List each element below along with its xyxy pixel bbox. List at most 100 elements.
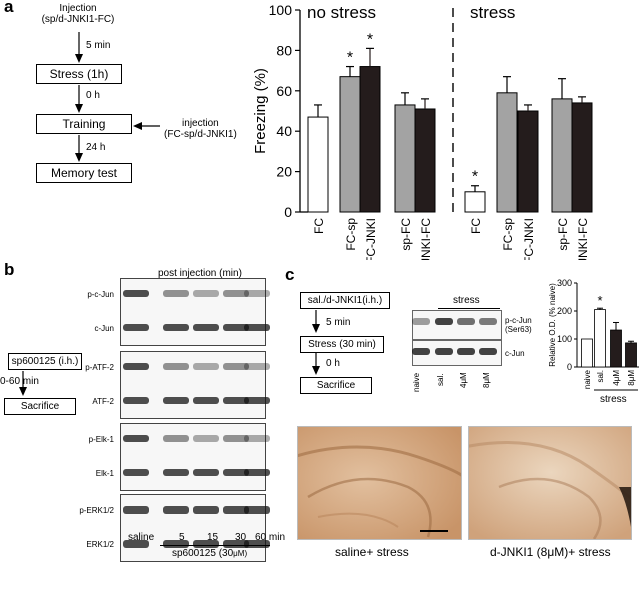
blot-band — [244, 324, 270, 331]
c-x-tick-label: 4μM — [612, 370, 621, 386]
blot-label: ATF-2 — [92, 397, 114, 406]
y-axis-label: Freezing (%) — [252, 68, 269, 154]
c-y-tick-label: 0 — [567, 362, 572, 372]
y-tick-label: 60 — [276, 83, 292, 99]
flow-a-t2: 0 h — [86, 90, 100, 101]
blot-band — [123, 540, 149, 548]
flow-c-stress-box: Stress (30 min) — [300, 336, 384, 353]
treatment-unit: μM) — [233, 549, 248, 558]
group-label-stress: stress — [470, 3, 515, 22]
flow-a-training-text: Training — [62, 117, 106, 131]
flow-a-stress-box: Stress (1h) — [36, 64, 122, 84]
c-x-tick-label: 8μM — [627, 370, 636, 386]
lane-label-30: 30 — [235, 532, 247, 543]
c-y-tick-label: 300 — [557, 278, 572, 288]
c-x-tick-label: sal. — [596, 370, 605, 382]
blot-c-band — [412, 348, 430, 355]
blot-band — [193, 363, 219, 370]
c-bar — [581, 338, 593, 368]
blot-band — [244, 506, 270, 514]
flow-a-side-injection-text: injection — [182, 118, 219, 129]
significance-mark: * — [367, 31, 373, 48]
blot-group — [120, 494, 266, 562]
flow-a-t1: 5 min — [86, 40, 111, 51]
panel-a-label: a — [4, 0, 14, 16]
blot-c-band — [479, 318, 497, 325]
blot-group — [120, 423, 266, 491]
micrograph-saline — [297, 426, 462, 540]
blot-band — [223, 324, 249, 331]
blot-label: Elk-1 — [95, 469, 114, 478]
flow-a-memory-box: Memory test — [36, 163, 132, 183]
significance-mark: * — [472, 169, 478, 186]
x-tick-label: FC-JNKI — [364, 218, 378, 260]
blot-c-band — [457, 318, 475, 325]
blot-band — [123, 469, 149, 476]
lane-label-saline: saline — [128, 532, 155, 543]
blot-band — [163, 506, 189, 514]
flow-b-drug-box: sp600125 (i.h.) — [8, 353, 82, 370]
flow-a-side-injection-sub: (FC-sp/d-JNKI1) — [164, 129, 237, 140]
caption-saline: saline+ stress — [335, 545, 409, 559]
blot-band — [244, 469, 270, 476]
blot-band — [193, 290, 219, 297]
treatment-text: sp600125 (30 — [172, 548, 234, 559]
blot-c-band — [435, 318, 453, 325]
lane-label-15: 15 — [207, 532, 219, 543]
y-tick-label: 20 — [276, 164, 292, 180]
flow-injection-label: Injection (sp/d-JNKI1-FC) — [38, 3, 118, 25]
blot-band — [223, 435, 249, 442]
blot-c-pcjun — [412, 310, 502, 340]
blot-c-label-1: p-c-Jun — [505, 316, 532, 325]
flow-c-drug-text: sal./d-JNKI1(i.h.) — [307, 295, 383, 306]
blot-c-label-3: c-Jun — [505, 349, 525, 358]
flow-c-arrows — [312, 310, 320, 375]
blot-label: p-c-Jun — [87, 290, 114, 299]
flow-c-sacrifice-box: Sacrifice — [300, 377, 372, 394]
blot-band — [193, 540, 219, 548]
blot-label: p-Elk-1 — [88, 435, 114, 444]
blot-band — [123, 506, 149, 514]
blot-band — [193, 397, 219, 404]
flow-c-t2: 0 h — [326, 358, 340, 369]
c-bar — [594, 309, 606, 368]
blot-c-label-2: (Ser63) — [505, 325, 532, 334]
blot-band — [163, 397, 189, 404]
blot-c-band — [435, 348, 453, 355]
panel-c-label: c — [285, 265, 295, 284]
blot-band — [223, 540, 249, 548]
blot-band — [163, 435, 189, 442]
blot-band — [244, 435, 270, 442]
x-tick-label: FC-sp — [501, 218, 515, 251]
x-tick-label: FC — [469, 218, 483, 234]
flow-a-memory-text: Memory test — [50, 166, 117, 180]
flow-a-arrowhead-1 — [75, 54, 83, 63]
flow-b-time: 0-60 min — [0, 376, 39, 387]
c-bar — [610, 329, 622, 368]
blot-band — [244, 397, 270, 404]
x-tick-label: FC-sp — [344, 218, 358, 251]
c-x-tick-label: naive — [583, 369, 592, 389]
blot-band — [193, 324, 219, 331]
flow-a-side-injection: injection (FC-sp/d-JNKI1) — [164, 118, 237, 140]
flow-a-training-box: Training — [36, 114, 132, 134]
y-tick-label: 40 — [276, 123, 292, 139]
c-significance: * — [597, 293, 602, 308]
blot-band — [244, 290, 270, 297]
blot-band — [193, 435, 219, 442]
flow-c-sacrifice-text: Sacrifice — [316, 380, 356, 391]
flow-a-arrowhead-3 — [75, 153, 83, 162]
blot-group — [120, 278, 266, 346]
flow-injection-text: Injection — [59, 3, 97, 14]
blot-band — [123, 363, 149, 370]
blot-band — [123, 435, 149, 442]
y-tick-label: 80 — [276, 42, 292, 58]
group-label-no-stress: no stress — [307, 3, 376, 22]
panel-b-label: b — [4, 260, 15, 279]
blot-band — [123, 290, 149, 297]
c-y-tick-label: 200 — [557, 306, 572, 316]
blot-band — [123, 324, 149, 331]
lane-label-5: 5 — [179, 532, 185, 543]
blot-band — [244, 363, 270, 370]
flow-a-arrows — [75, 32, 160, 162]
